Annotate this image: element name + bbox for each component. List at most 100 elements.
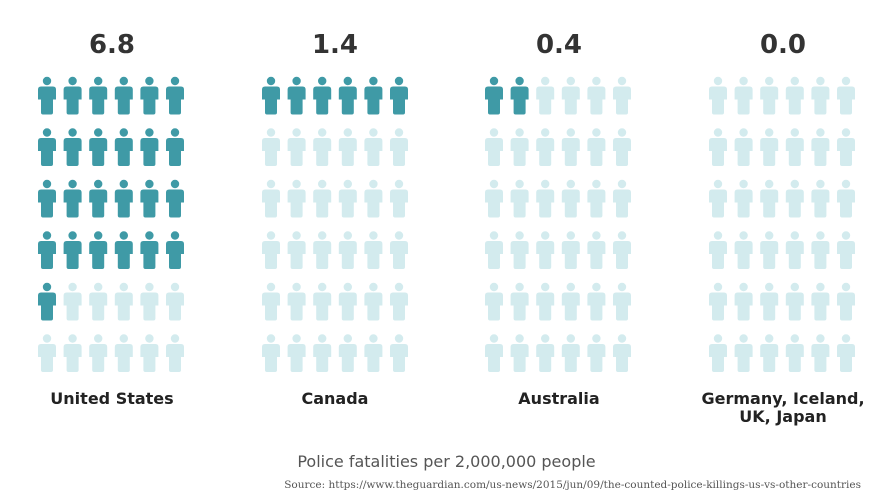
person-icon-united-states-empty	[166, 282, 184, 321]
person-icon-australia-empty	[561, 179, 580, 218]
person-icon-united-states-empty	[114, 334, 133, 372]
person-icon-canada-empty	[364, 282, 383, 321]
country-label-germany-iceland-uk-japan: Germany, Iceland, UK, Japan	[701, 389, 865, 426]
person-icon-canada-empty	[390, 334, 408, 372]
person-icon-germany-iceland-uk-japan-empty	[709, 179, 727, 218]
person-icon-australia-empty	[613, 334, 631, 372]
person-icon-germany-iceland-uk-japan-empty	[785, 76, 804, 115]
person-icon-canada-filled	[364, 76, 383, 115]
person-icon-germany-iceland-uk-japan-empty	[709, 128, 727, 166]
person-icon-australia-empty	[485, 282, 503, 321]
person-icon-germany-iceland-uk-japan-empty	[760, 76, 779, 115]
person-icon-united-states-filled	[38, 76, 56, 115]
person-icon-australia-empty	[536, 282, 555, 321]
person-icon-united-states-filled	[38, 128, 56, 166]
person-icon-germany-iceland-uk-japan-empty	[785, 334, 804, 372]
value-label-canada: 1.4	[311, 30, 359, 60]
person-icon-united-states-filled	[63, 76, 82, 115]
person-icon-united-states-empty	[140, 282, 159, 321]
person-icon-australia-empty	[561, 282, 580, 321]
person-icon-germany-iceland-uk-japan-empty	[811, 231, 830, 269]
person-icon-canada-empty	[262, 282, 280, 321]
person-icon-germany-iceland-uk-japan-empty	[734, 128, 753, 166]
person-icon-canada-empty	[287, 334, 306, 372]
person-icon-united-states-filled	[63, 128, 82, 166]
person-icon-canada-empty	[338, 334, 357, 372]
person-icon-australia-empty	[561, 128, 580, 166]
person-icon-australia-empty	[587, 282, 606, 321]
person-icon-germany-iceland-uk-japan-empty	[837, 128, 855, 166]
person-icon-germany-iceland-uk-japan-empty	[709, 231, 727, 269]
person-icon-united-states-filled	[63, 179, 82, 218]
person-icon-australia-empty	[536, 76, 555, 115]
person-icon-australia-empty	[613, 231, 631, 269]
person-icon-germany-iceland-uk-japan-empty	[734, 179, 753, 218]
person-icon-canada-empty	[262, 334, 280, 372]
person-icon-canada-filled	[338, 76, 357, 115]
person-icon-germany-iceland-uk-japan-empty	[734, 231, 753, 269]
person-icon-united-states-empty	[89, 334, 108, 372]
person-icon-united-states-empty	[63, 334, 82, 372]
person-icon-united-states-filled	[89, 231, 108, 269]
person-icon-canada-empty	[338, 179, 357, 218]
person-icon-united-states-empty	[89, 282, 108, 321]
person-icon-united-states-filled	[140, 76, 159, 115]
person-icon-germany-iceland-uk-japan-empty	[734, 282, 753, 321]
person-icon-germany-iceland-uk-japan-empty	[709, 282, 727, 321]
person-icon-australia-empty	[613, 282, 631, 321]
person-icon-australia-empty	[485, 128, 503, 166]
person-icon-canada-empty	[390, 282, 408, 321]
person-icon-australia-empty	[536, 179, 555, 218]
person-icon-canada-empty	[338, 282, 357, 321]
person-icon-united-states-filled	[63, 231, 82, 269]
person-icon-germany-iceland-uk-japan-empty	[811, 334, 830, 372]
person-icon-germany-iceland-uk-japan-empty	[760, 128, 779, 166]
person-icon-canada-empty	[313, 334, 332, 372]
person-icon-united-states-filled	[114, 128, 133, 166]
person-icon-germany-iceland-uk-japan-empty	[837, 334, 855, 372]
person-icon-australia-empty	[587, 179, 606, 218]
person-icon-canada-empty	[390, 179, 408, 218]
person-icon-australia-empty	[536, 128, 555, 166]
person-icon-united-states-empty	[140, 334, 159, 372]
person-icon-united-states-empty	[63, 282, 82, 321]
person-icon-australia-empty	[536, 231, 555, 269]
person-icon-germany-iceland-uk-japan-empty	[760, 231, 779, 269]
person-icon-canada-empty	[262, 128, 280, 166]
country-label-canada: Canada	[301, 389, 369, 408]
person-icon-australia-empty	[510, 128, 529, 166]
person-icon-germany-iceland-uk-japan-empty	[811, 128, 830, 166]
person-icon-canada-filled	[390, 76, 408, 115]
person-icon-canada-empty	[262, 231, 280, 269]
person-icon-united-states-filled	[166, 76, 184, 115]
person-icon-united-states-filled	[140, 128, 159, 166]
person-icon-united-states-filled	[166, 179, 184, 218]
person-icon-germany-iceland-uk-japan-empty	[811, 282, 830, 321]
person-icon-australia-empty	[587, 334, 606, 372]
person-icon-australia-empty	[587, 231, 606, 269]
person-icon-australia-empty	[613, 128, 631, 166]
person-icon-germany-iceland-uk-japan-empty	[785, 179, 804, 218]
person-icon-canada-empty	[313, 231, 332, 269]
person-icon-australia-empty	[510, 334, 529, 372]
person-icon-united-states-filled	[140, 179, 159, 218]
person-icon-canada-empty	[338, 128, 357, 166]
person-icon-canada-empty	[390, 128, 408, 166]
person-icon-united-states-filled	[89, 179, 108, 218]
person-icon-canada-empty	[313, 282, 332, 321]
person-icon-united-states-filled	[89, 76, 108, 115]
person-icon-canada-empty	[262, 179, 280, 218]
person-icon-australia-empty	[561, 231, 580, 269]
person-icon-united-states-empty	[166, 334, 184, 372]
person-icon-canada-filled	[313, 76, 332, 115]
person-icon-united-states-filled	[166, 128, 184, 166]
person-icon-canada-empty	[287, 128, 306, 166]
person-icon-australia-empty	[510, 231, 529, 269]
person-icon-canada-empty	[313, 179, 332, 218]
person-icon-united-states-filled	[38, 231, 56, 269]
person-icon-canada-empty	[364, 231, 383, 269]
person-icon-germany-iceland-uk-japan-empty	[811, 179, 830, 218]
person-icon-canada-filled	[262, 76, 280, 115]
person-icon-australia-empty	[536, 334, 555, 372]
person-icon-united-states-filled	[114, 179, 133, 218]
